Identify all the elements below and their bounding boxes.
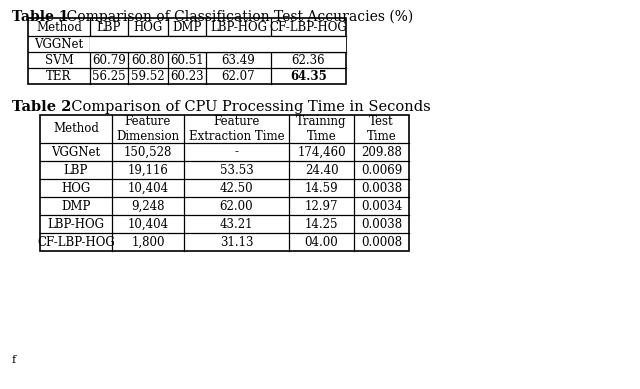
Text: 62.00: 62.00 <box>220 200 253 212</box>
Text: 62.36: 62.36 <box>292 54 325 67</box>
Text: LBP: LBP <box>97 21 121 33</box>
Text: SVM: SVM <box>45 54 74 67</box>
Text: . Comparison of CPU Processing Time in Seconds: . Comparison of CPU Processing Time in S… <box>62 100 431 114</box>
Text: 0.0008: 0.0008 <box>361 235 402 249</box>
Text: Feature
Dimension: Feature Dimension <box>116 115 180 143</box>
Text: Training
Time: Training Time <box>296 115 347 143</box>
Text: 31.13: 31.13 <box>220 235 253 249</box>
Text: . Comparison of Classification Test Accuracies (%): . Comparison of Classification Test Accu… <box>58 10 413 25</box>
Text: 174,460: 174,460 <box>297 145 346 158</box>
Text: 0.0034: 0.0034 <box>361 200 402 212</box>
Text: HOG: HOG <box>61 182 91 194</box>
Text: Test
Time: Test Time <box>367 115 396 143</box>
Text: 43.21: 43.21 <box>220 217 253 231</box>
Text: 64.35: 64.35 <box>290 70 327 82</box>
Text: 1,800: 1,800 <box>131 235 164 249</box>
Text: 60.23: 60.23 <box>170 70 204 82</box>
Text: TER: TER <box>46 70 72 82</box>
Text: 56.25: 56.25 <box>92 70 126 82</box>
Text: LBP: LBP <box>64 163 88 177</box>
Text: 9,248: 9,248 <box>131 200 164 212</box>
Bar <box>28 18 346 84</box>
Text: DMP: DMP <box>172 21 202 33</box>
Text: 14.25: 14.25 <box>305 217 339 231</box>
Text: -: - <box>234 145 239 158</box>
Text: 0.0038: 0.0038 <box>361 182 402 194</box>
Text: 63.49: 63.49 <box>221 54 255 67</box>
Text: Feature
Extraction Time: Feature Extraction Time <box>189 115 284 143</box>
Text: 42.50: 42.50 <box>220 182 253 194</box>
Text: Method: Method <box>36 21 82 33</box>
Text: 0.0038: 0.0038 <box>361 217 402 231</box>
Text: 59.52: 59.52 <box>131 70 165 82</box>
Text: 62.07: 62.07 <box>221 70 255 82</box>
Text: CF-LBP-HOG: CF-LBP-HOG <box>269 21 348 33</box>
Text: VGGNet: VGGNet <box>35 37 84 51</box>
Text: VGGNet: VGGNet <box>51 145 100 158</box>
Text: 10,404: 10,404 <box>127 182 168 194</box>
Text: 150,528: 150,528 <box>124 145 172 158</box>
Text: 24.40: 24.40 <box>305 163 339 177</box>
Text: Method: Method <box>53 123 99 135</box>
Bar <box>90 36 346 52</box>
Text: 60.51: 60.51 <box>170 54 204 67</box>
Text: 04.00: 04.00 <box>305 235 339 249</box>
Bar <box>40 115 409 251</box>
Text: 60.79: 60.79 <box>92 54 126 67</box>
Text: 209.88: 209.88 <box>361 145 402 158</box>
Text: Table 1: Table 1 <box>12 10 68 24</box>
Text: Table 2: Table 2 <box>12 100 72 114</box>
Text: 14.59: 14.59 <box>305 182 339 194</box>
Text: f: f <box>12 355 16 365</box>
Text: 19,116: 19,116 <box>127 163 168 177</box>
Text: LBP-HOG: LBP-HOG <box>47 217 104 231</box>
Text: 53.53: 53.53 <box>220 163 253 177</box>
Text: CF-LBP-HOG: CF-LBP-HOG <box>37 235 115 249</box>
Text: HOG: HOG <box>133 21 163 33</box>
Text: 12.97: 12.97 <box>305 200 339 212</box>
Text: DMP: DMP <box>61 200 91 212</box>
Text: 10,404: 10,404 <box>127 217 168 231</box>
Text: 0.0069: 0.0069 <box>361 163 402 177</box>
Text: 60.80: 60.80 <box>131 54 165 67</box>
Text: LBP-HOG: LBP-HOG <box>210 21 267 33</box>
